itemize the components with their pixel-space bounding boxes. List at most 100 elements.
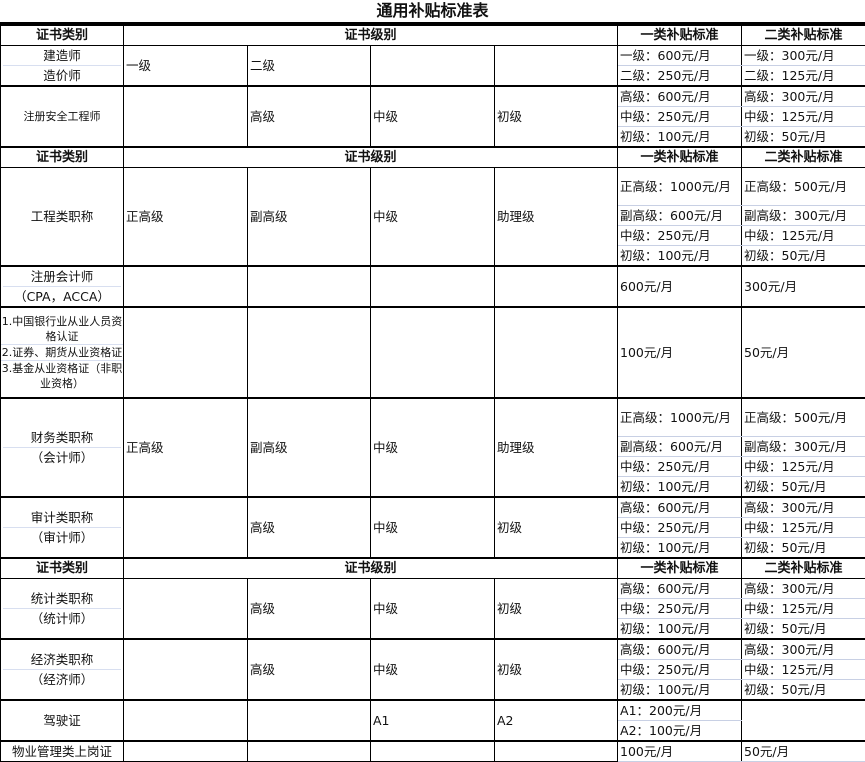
certificate-level [124, 741, 248, 762]
certificate-level: 正高级 [124, 168, 248, 267]
certificate-level: 中级 [371, 398, 495, 497]
certificate-category: 工程类职称 [1, 168, 124, 267]
cat1-subsidy: 初级：100元/月 [618, 537, 742, 558]
certificate-level: 中级 [371, 497, 495, 558]
certificate-category: 驾驶证 [1, 700, 124, 741]
cat1-subsidy: 副高级：600元/月 [618, 436, 742, 456]
cat2-subsidy: 正高级：500元/月 [742, 398, 865, 436]
certificate-level: 正高级 [124, 398, 248, 497]
cat2-subsidy: 初级：50元/月 [742, 127, 865, 148]
cat1-subsidy: 中级：250元/月 [618, 517, 742, 537]
cat2-subsidy: 一级：300元/月 [742, 46, 865, 66]
header-cat1: 一类补贴标准 [618, 25, 742, 46]
header-category: 证书类别 [1, 558, 124, 579]
table-row: 建造师造价师一级二级一级：600元/月一级：300元/月 [1, 46, 865, 66]
cat1-subsidy: 二级：250元/月 [618, 66, 742, 87]
header-cat2: 二类补贴标准 [742, 25, 865, 46]
cat1-subsidy: 100元/月 [618, 307, 742, 398]
certificate-level: 初级 [495, 86, 618, 147]
category-line: （CPA，ACCA） [3, 287, 121, 306]
certificate-category: 物业管理类上岗证 [1, 741, 124, 762]
table-row: 审计类职称（审计师）高级中级初级高级：600元/月高级：300元/月 [1, 497, 865, 518]
certificate-level: 初级 [495, 639, 618, 700]
certificate-level [495, 266, 618, 307]
certificate-level [371, 46, 495, 87]
table-row: 工程类职称正高级副高级中级助理级正高级：1000元/月正高级：500元/月 [1, 168, 865, 206]
certificate-level: 副高级 [248, 398, 371, 497]
certificate-level [124, 639, 248, 700]
certificate-level: 中级 [371, 86, 495, 147]
certificate-level [495, 307, 618, 398]
cat1-subsidy: 中级：250元/月 [618, 107, 742, 127]
certificate-level: 高级 [248, 639, 371, 700]
header-row: 证书类别证书级别一类补贴标准二类补贴标准 [1, 147, 865, 168]
certificate-level: 副高级 [248, 168, 371, 267]
category-line: 工程类职称 [3, 207, 121, 226]
category-line: 财务类职称 [3, 428, 121, 448]
cat1-subsidy: A1：200元/月 [618, 700, 742, 721]
certificate-level: 高级 [248, 578, 371, 639]
certificate-level [124, 86, 248, 147]
cat2-subsidy: 正高级：500元/月 [742, 168, 865, 206]
header-cat2: 二类补贴标准 [742, 558, 865, 579]
certificate-level [371, 307, 495, 398]
certificate-level [371, 741, 495, 762]
cat1-subsidy: 600元/月 [618, 266, 742, 307]
cat2-subsidy [742, 700, 865, 741]
certificate-level [248, 700, 371, 741]
header-level: 证书级别 [124, 25, 618, 46]
cat2-subsidy: 中级：125元/月 [742, 456, 865, 476]
table-row: 经济类职称（经济师）高级中级初级高级：600元/月高级：300元/月 [1, 639, 865, 660]
category-line: 注册会计师 [3, 267, 121, 287]
category-line: 驾驶证 [3, 711, 121, 730]
category-line: （统计师） [3, 609, 121, 628]
certificate-level: A2 [495, 700, 618, 741]
cat2-subsidy: 副高级：300元/月 [742, 436, 865, 456]
header-level: 证书级别 [124, 558, 618, 579]
certificate-level: A1 [371, 700, 495, 741]
category-line: 建造师 [3, 46, 121, 66]
certificate-category: 统计类职称（统计师） [1, 578, 124, 639]
subsidy-table: 证书类别证书级别一类补贴标准二类补贴标准建造师造价师一级二级一级：600元/月一… [0, 24, 865, 762]
certificate-level [495, 741, 618, 762]
certificate-level: 高级 [248, 497, 371, 558]
certificate-level [124, 700, 248, 741]
header-category: 证书类别 [1, 147, 124, 168]
cat2-subsidy: 高级：300元/月 [742, 639, 865, 660]
category-line: 注册安全工程师 [1, 109, 123, 124]
certificate-level: 初级 [495, 578, 618, 639]
certificate-level: 中级 [371, 578, 495, 639]
cat2-subsidy: 中级：125元/月 [742, 598, 865, 618]
certificate-level [248, 307, 371, 398]
header-cat2: 二类补贴标准 [742, 147, 865, 168]
certificate-level: 二级 [248, 46, 371, 87]
certificate-level [124, 266, 248, 307]
header-cat1: 一类补贴标准 [618, 558, 742, 579]
certificate-level [371, 266, 495, 307]
category-line: 统计类职称 [3, 589, 121, 609]
cat1-subsidy: 高级：600元/月 [618, 497, 742, 518]
certificate-level: 中级 [371, 168, 495, 267]
header-row: 证书类别证书级别一类补贴标准二类补贴标准 [1, 558, 865, 579]
category-line: 2.证券、期货从业资格证 [1, 345, 123, 361]
cat2-subsidy: 初级：50元/月 [742, 246, 865, 267]
certificate-level: 初级 [495, 497, 618, 558]
cat1-subsidy: 初级：100元/月 [618, 476, 742, 497]
cat1-subsidy: 一级：600元/月 [618, 46, 742, 66]
table-row: 财务类职称（会计师）正高级副高级中级助理级正高级：1000元/月正高级：500元… [1, 398, 865, 436]
certificate-category: 建造师造价师 [1, 46, 124, 87]
cat1-subsidy: 高级：600元/月 [618, 639, 742, 660]
cat1-subsidy: 中级：250元/月 [618, 598, 742, 618]
cat1-subsidy: 高级：600元/月 [618, 578, 742, 598]
cat2-subsidy: 初级：50元/月 [742, 679, 865, 700]
category-line: 造价师 [3, 66, 121, 85]
certificate-level: 助理级 [495, 398, 618, 497]
category-line: 物业管理类上岗证 [3, 742, 121, 761]
cat2-subsidy: 高级：300元/月 [742, 497, 865, 518]
header-cat1: 一类补贴标准 [618, 147, 742, 168]
header-level: 证书级别 [124, 147, 618, 168]
cat2-subsidy: 中级：125元/月 [742, 107, 865, 127]
